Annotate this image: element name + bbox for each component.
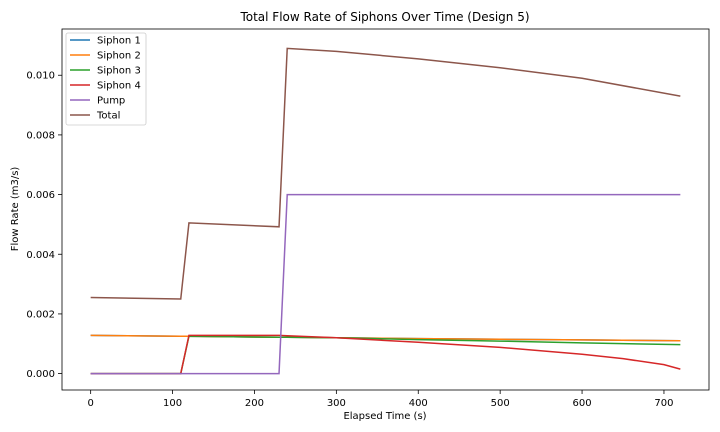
series-line-total [90, 47, 681, 300]
y-axis-ticks: 0.000 0.002 0.004 0.006 0.008 0.010 [26, 71, 62, 380]
y-tick-label: 0.002 [26, 309, 55, 320]
x-tick-label: 600 [573, 398, 592, 409]
y-tick-label: 0.010 [26, 71, 55, 82]
legend-label: Siphon 3 [97, 66, 141, 77]
legend-label: Siphon 4 [97, 81, 141, 92]
x-tick-label: 500 [491, 398, 510, 409]
x-tick-label: 700 [654, 398, 673, 409]
legend: Siphon 1 Siphon 2 Siphon 3 Siphon 4 Pump Tota… [65, 32, 147, 126]
x-tick-label: 300 [327, 398, 346, 409]
x-tick-label: 0 [87, 398, 93, 409]
chart-title: Total Flow Rate of Siphons Over Time (De… [239, 10, 529, 24]
y-tick-label: 0.008 [26, 130, 55, 141]
x-axis-label: Elapsed Time (s) [343, 411, 426, 422]
series-line-pump [90, 193, 681, 375]
legend-label: Pump [97, 96, 125, 107]
x-axis-ticks: 0 100 200 300 400 500 600 700 [87, 390, 674, 409]
y-tick-label: 0.004 [26, 250, 55, 261]
series-lines [90, 47, 681, 375]
plot-area-frame [61, 28, 710, 391]
x-tick-label: 200 [245, 398, 264, 409]
y-tick-label: 0.000 [26, 369, 55, 380]
x-tick-label: 400 [409, 398, 428, 409]
legend-label: Siphon 1 [97, 36, 141, 47]
y-tick-label: 0.006 [26, 190, 55, 201]
y-axis-label: Flow Rate (m3/s) [10, 167, 21, 252]
legend-label: Total [96, 111, 120, 122]
legend-label: Siphon 2 [97, 51, 141, 62]
legend-frame [65, 32, 147, 126]
x-tick-label: 100 [163, 398, 182, 409]
series-line-siphon-4 [90, 334, 681, 375]
